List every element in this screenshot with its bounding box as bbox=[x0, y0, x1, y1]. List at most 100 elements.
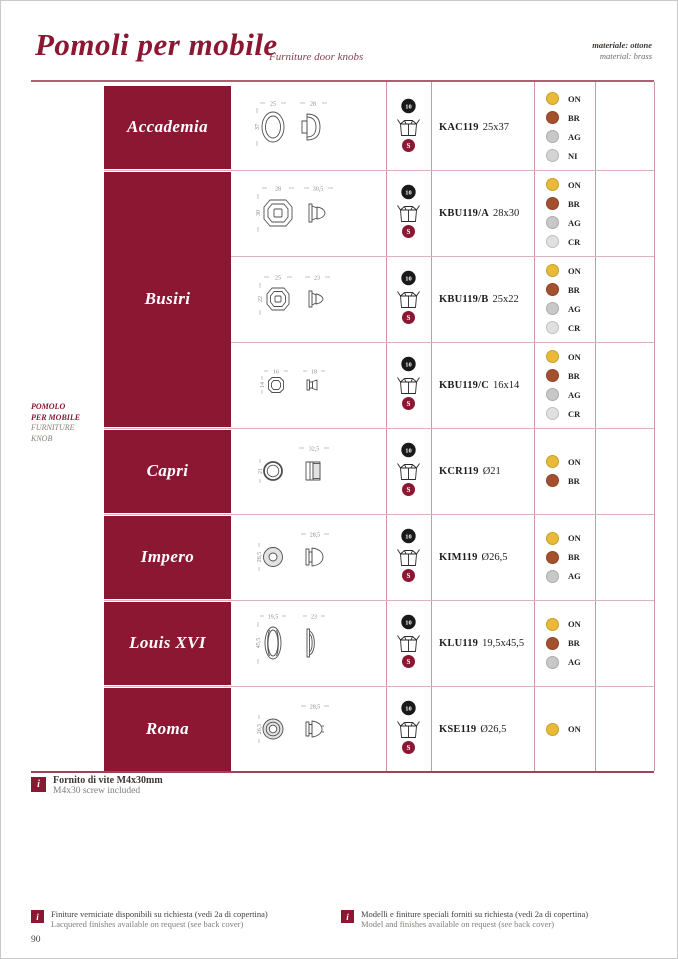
product-code: KBU119/A bbox=[439, 207, 490, 219]
screw-note-it: Fornito di vite M4x30mm bbox=[53, 775, 163, 786]
technical-drawing-svg: 26,5 28,5 bbox=[257, 705, 329, 743]
qty-badge bbox=[401, 98, 416, 114]
group-label: Accademia bbox=[126, 117, 209, 136]
qty-badge bbox=[401, 270, 416, 286]
finishes-cell: ON BR AG NI bbox=[534, 84, 595, 170]
finish-dot bbox=[546, 617, 559, 631]
s-badge bbox=[402, 483, 415, 496]
dim-front-top: 25 bbox=[275, 276, 281, 282]
open-box-icon bbox=[397, 463, 420, 480]
dim-front-left: 21 bbox=[258, 468, 264, 474]
product-size: Ø21 bbox=[482, 465, 501, 477]
finish-label: ON bbox=[568, 265, 581, 276]
finish-br: BR bbox=[546, 283, 595, 296]
sidebar-line: KNOB bbox=[31, 433, 53, 443]
material-info: materiale: ottone material: brass bbox=[592, 40, 652, 62]
technical-drawing: 26,5 28,5 bbox=[231, 686, 386, 772]
sidebar-category-label: POMOLO PER MOBILE FURNITURE KNOB bbox=[31, 402, 80, 444]
finishes-cell: ON BR bbox=[534, 428, 595, 514]
sidebar-line: POMOLO bbox=[31, 402, 66, 411]
dim-front-top: 16 bbox=[273, 370, 279, 376]
footer-note-it: Modelli e finiture speciali forniti su r… bbox=[361, 909, 589, 919]
info-icon: i bbox=[31, 910, 44, 923]
finish-label: ON bbox=[568, 351, 581, 362]
open-box-icon bbox=[397, 205, 420, 222]
qty-badge bbox=[401, 700, 416, 716]
s-badge-label: S bbox=[407, 400, 411, 408]
grid-line bbox=[595, 82, 596, 771]
technical-drawing: 16 14 18 bbox=[231, 342, 386, 428]
finish-ag: AG bbox=[546, 130, 595, 143]
info-icon-glyph: i bbox=[37, 779, 40, 790]
finish-label: AG bbox=[568, 303, 581, 314]
table-bottom-rule bbox=[31, 771, 654, 773]
qty-badge-label: 10 bbox=[405, 276, 412, 283]
finish-dot bbox=[546, 197, 559, 210]
group-label: Capri bbox=[146, 461, 189, 480]
product-code: KLU119 bbox=[439, 637, 479, 649]
finish-on: ON bbox=[546, 264, 595, 277]
finish-label: BR bbox=[568, 112, 580, 123]
qty-badge-label: 10 bbox=[405, 104, 412, 111]
finish-on: ON bbox=[546, 722, 595, 736]
product-code-cell: KCR119 Ø21 bbox=[431, 428, 534, 514]
finish-label: BR bbox=[568, 552, 580, 562]
footer-note-it: Finiture verniciate disponibili su richi… bbox=[51, 909, 268, 919]
info-icon: i bbox=[341, 910, 354, 923]
technical-drawing-svg: 25 37 28 bbox=[255, 102, 327, 146]
s-badge bbox=[402, 569, 415, 582]
table-row: 19,5 45,5 23 10 S bbox=[1, 600, 677, 686]
table-row: 26,5 28,5 10 S KIM119 Ø26,5 bbox=[1, 514, 677, 600]
table-row: 28 30 30,5 10 S bbox=[1, 170, 677, 256]
dim-front-left: 30 bbox=[256, 210, 262, 216]
packaging-box-icon: 10 S bbox=[397, 184, 420, 238]
technical-drawing-svg: 19,5 45,5 23 bbox=[256, 615, 325, 664]
grid-line bbox=[231, 342, 654, 343]
finish-dot bbox=[546, 235, 559, 248]
s-badge-label: S bbox=[407, 486, 411, 494]
finish-br: BR bbox=[546, 369, 595, 382]
dim-side-top: 23 bbox=[311, 615, 317, 621]
s-badge-label: S bbox=[407, 572, 411, 580]
qty-badge-label: 10 bbox=[405, 190, 412, 197]
finish-br: BR bbox=[546, 197, 595, 210]
technical-drawing: 28 30 30,5 bbox=[231, 170, 386, 256]
finish-label: CR bbox=[568, 236, 581, 247]
dim-front-top: 25 bbox=[270, 102, 276, 108]
finish-on: ON bbox=[546, 92, 595, 105]
qty-badge-label: 10 bbox=[405, 706, 412, 713]
table-row: 25 22 23 10 S bbox=[1, 256, 677, 342]
page-number: 90 bbox=[31, 935, 41, 945]
dim-side-top: 32,5 bbox=[309, 447, 320, 453]
product-size: Ø26,5 bbox=[480, 723, 507, 735]
group-label: Louis XVI bbox=[129, 633, 206, 652]
grid-line bbox=[104, 600, 654, 601]
s-badge bbox=[402, 311, 415, 324]
finish-dot bbox=[546, 321, 559, 334]
finish-dot bbox=[546, 283, 559, 296]
header-rule bbox=[31, 80, 654, 82]
finish-label: ON bbox=[568, 93, 581, 104]
page-title: Pomoli per mobile bbox=[35, 27, 278, 62]
screw-note: Fornito di vite M4x30mm M4x30 screw incl… bbox=[53, 775, 163, 797]
material-line-en: material: brass bbox=[599, 51, 652, 61]
finish-br: BR bbox=[546, 111, 595, 124]
product-code-cell: KAC119 25x37 bbox=[431, 84, 534, 170]
technical-drawing: 25 37 28 bbox=[231, 84, 386, 170]
product-size: 25x22 bbox=[492, 293, 519, 305]
product-code-cell: KSE119 Ø26,5 bbox=[431, 686, 534, 772]
grid-line bbox=[104, 428, 654, 429]
packaging-box-icon: 10 S bbox=[397, 700, 420, 754]
finish-cr: CR bbox=[546, 235, 595, 248]
table-row: 25 37 28 10 S KAC119 bbox=[1, 84, 677, 170]
finish-on: ON bbox=[546, 455, 595, 468]
finish-cr: CR bbox=[546, 321, 595, 334]
dim-front-left: 26,5 bbox=[257, 552, 263, 563]
finish-dot bbox=[546, 455, 559, 468]
finishes-cell: ON BR AG CR bbox=[534, 170, 595, 256]
finish-br: BR bbox=[546, 474, 595, 487]
finish-label: ON bbox=[568, 456, 581, 467]
technical-drawing-svg: 25 22 23 bbox=[258, 276, 330, 315]
footer-note-right: i Modelli e finiture speciali forniti su… bbox=[341, 909, 661, 929]
